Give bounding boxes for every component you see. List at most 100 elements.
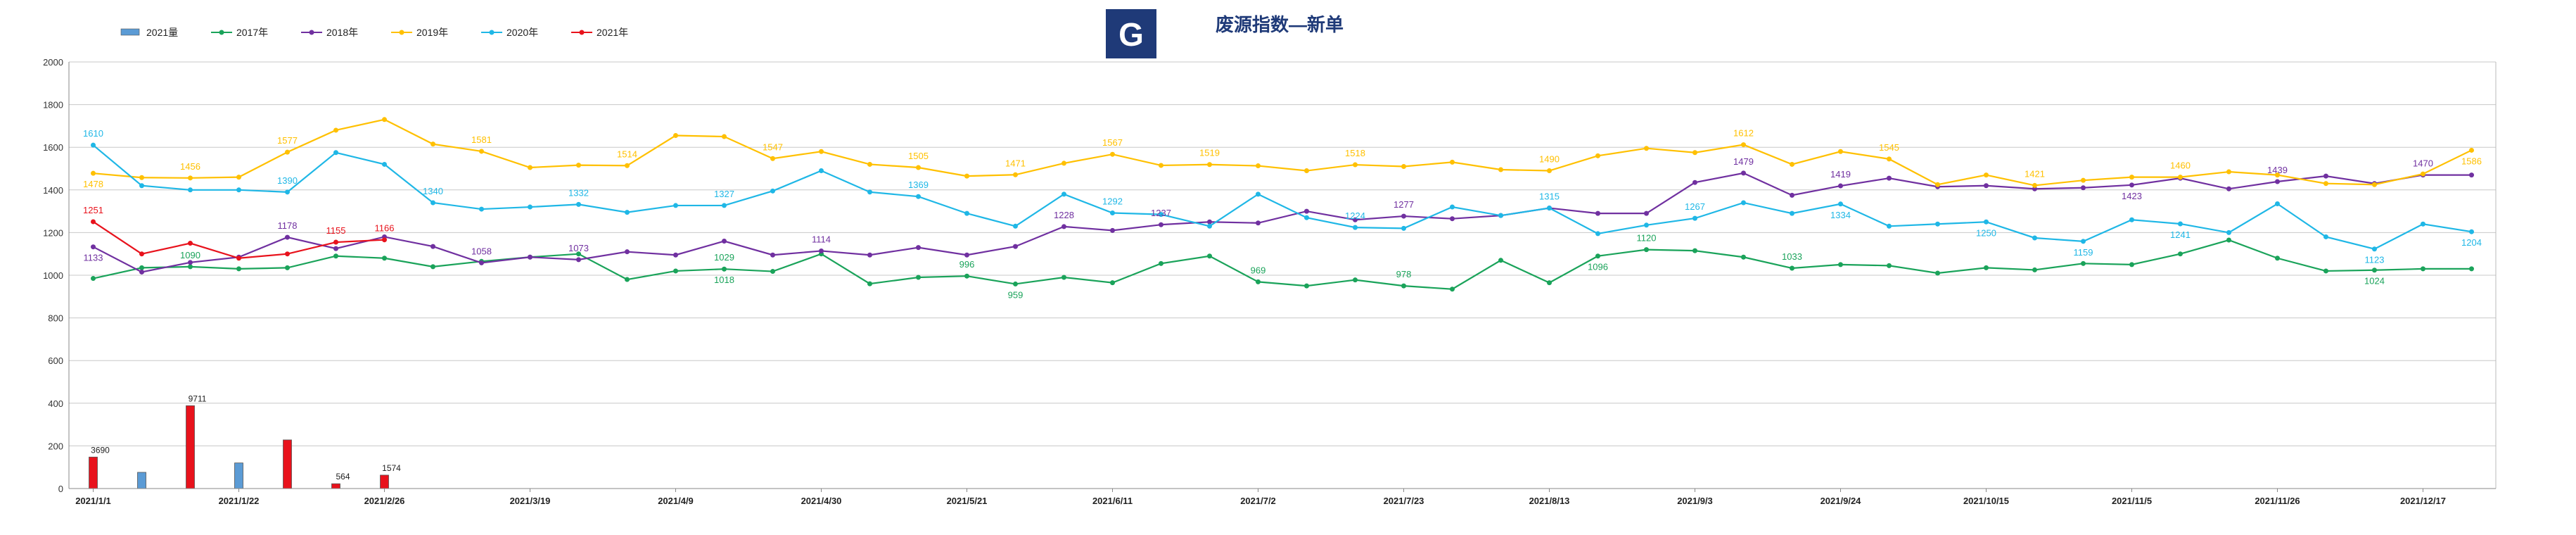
point-s2020 — [1450, 204, 1455, 210]
point-s2018 — [1159, 222, 1163, 227]
data-label-s2018: 1439 — [2267, 165, 2288, 175]
point-s2017 — [1256, 279, 1261, 284]
point-s2019 — [819, 149, 824, 154]
point-s2017 — [1887, 263, 1892, 268]
point-s2019 — [1644, 146, 1649, 151]
point-s2017 — [2226, 237, 2231, 243]
point-s2019 — [431, 141, 435, 147]
grid — [69, 61, 2496, 489]
point-s2018 — [1256, 220, 1261, 226]
bar-value-label: 9711 — [189, 394, 207, 403]
data-label-s2019: 1505 — [908, 151, 929, 161]
volume-bar — [186, 405, 195, 489]
point-s2018 — [1790, 192, 1794, 198]
point-s2021 — [236, 256, 241, 261]
point-s2018 — [285, 234, 290, 240]
point-s2017 — [1013, 281, 1018, 287]
series-line-s2019 — [93, 118, 2472, 187]
point-s2019 — [1256, 163, 1261, 169]
bar-value-label: 1574 — [382, 463, 401, 473]
data-label-s2020: 1610 — [83, 128, 103, 139]
point-s2019 — [2081, 177, 2086, 183]
x-tick-label: 2021/11/5 — [2112, 496, 2152, 506]
point-s2020 — [1887, 223, 1892, 229]
point-s2018 — [576, 257, 581, 263]
point-s2019 — [139, 175, 144, 180]
data-label-s2019: 1514 — [617, 149, 637, 159]
data-label-s2017: 1096 — [1588, 262, 1608, 272]
data-label-s2020: 1390 — [277, 175, 298, 186]
point-s2019 — [528, 165, 533, 170]
x-tick-label: 2021/10/15 — [1963, 496, 2009, 506]
point-s2017 — [2081, 260, 2086, 266]
point-s2018 — [1207, 219, 1212, 225]
data-label-s2019: 1518 — [1345, 148, 1365, 158]
y-tick-label: 2000 — [43, 57, 63, 68]
point-s2020 — [722, 203, 727, 208]
point-s2017 — [1110, 280, 1115, 286]
point-s2020 — [1741, 200, 1746, 206]
point-s2019 — [1061, 160, 1066, 166]
point-s2018 — [867, 252, 872, 258]
point-s2020 — [139, 183, 144, 189]
point-s2019 — [1110, 151, 1115, 157]
point-s2019 — [1450, 159, 1455, 165]
point-s2020 — [1644, 222, 1649, 228]
point-s2020 — [964, 210, 969, 216]
header: G 废源指数—新单 — [1106, 9, 1344, 58]
data-label-s2019: 1547 — [763, 141, 783, 152]
chart-title: 废源指数—新单 — [1216, 14, 1344, 35]
point-s2020 — [479, 206, 484, 212]
data-label-s2018: 1228 — [1054, 210, 1074, 220]
point-s2018 — [188, 260, 193, 265]
point-s2019 — [2178, 175, 2183, 180]
point-s2019 — [91, 170, 96, 176]
data-label-s2020: 1334 — [1830, 210, 1851, 220]
data-label-s2020: 1332 — [568, 187, 589, 198]
point-s2017 — [770, 269, 775, 275]
point-s2020 — [2421, 221, 2425, 227]
point-s2017 — [1692, 248, 1697, 253]
legend-swatch-marker — [579, 30, 585, 35]
data-label-s2018: 1470 — [2413, 158, 2433, 169]
x-tick-label: 2021/9/3 — [1677, 496, 1713, 506]
point-s2018 — [1838, 183, 1843, 189]
y-tick-label: 800 — [48, 313, 63, 324]
data-labels: 3690 9711 564 1574 1090 1029 1018 996 959 969 978 1… — [83, 128, 2482, 482]
point-s2017 — [867, 281, 872, 287]
point-s2018 — [1595, 210, 1600, 216]
data-label-s2017: 1018 — [714, 275, 734, 285]
x-tick-label: 2021/1/1 — [75, 496, 111, 506]
legend-label: 2019年 — [416, 27, 448, 38]
point-s2020 — [1547, 206, 1552, 211]
data-label-s2019: 1581 — [471, 134, 492, 145]
data-label-s2019: 1545 — [1879, 142, 1899, 153]
x-tick-label: 2021/1/22 — [219, 496, 260, 506]
data-label-s2017: 969 — [1251, 265, 1266, 275]
point-s2017 — [2469, 266, 2474, 272]
data-label-s2020: 1327 — [714, 189, 734, 199]
point-s2020 — [1353, 225, 1358, 230]
legend-label: 2018年 — [326, 27, 358, 38]
point-s2020 — [333, 150, 338, 156]
point-s2017 — [1741, 254, 1746, 260]
data-label-s2020: 1224 — [1345, 210, 1365, 221]
data-label-s2019: 1456 — [180, 161, 200, 172]
point-s2021 — [382, 237, 387, 243]
point-s2017 — [2323, 268, 2328, 274]
point-s2020 — [2226, 229, 2231, 235]
y-tick-label: 1800 — [43, 100, 63, 111]
point-s2019 — [285, 149, 290, 155]
point-s2018 — [2129, 182, 2134, 188]
point-s2017 — [2372, 268, 2377, 273]
data-label-s2021: 1166 — [375, 223, 395, 234]
data-label-s2020: 1369 — [908, 180, 929, 190]
point-s2018 — [916, 245, 921, 251]
data-label-s2018: 1419 — [1830, 169, 1851, 180]
point-s2019 — [1547, 168, 1552, 174]
point-s2018 — [819, 248, 824, 253]
data-label-s2017: 1033 — [1782, 251, 1802, 262]
x-tick-label: 2021/6/11 — [1092, 496, 1133, 506]
y-tick-label: 1600 — [43, 142, 63, 153]
point-s2020 — [2275, 201, 2280, 206]
